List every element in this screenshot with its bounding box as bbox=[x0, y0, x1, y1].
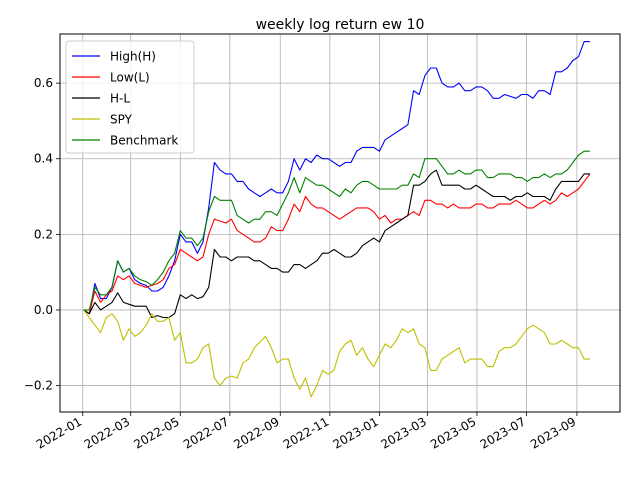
legend-box bbox=[65, 40, 195, 154]
y-tick-label: 0.0 bbox=[34, 303, 53, 317]
y-tick-label: 0.6 bbox=[34, 76, 53, 90]
legend-label: Benchmark bbox=[110, 134, 178, 148]
y-tick-label: 0.2 bbox=[34, 227, 53, 241]
series-line-benchmark bbox=[83, 150, 590, 311]
legend-label: H-L bbox=[110, 92, 130, 106]
chart-title: weekly log return ew 10 bbox=[256, 17, 425, 33]
y-axis: −0.2 0.0 0.2 0.4 0.6 bbox=[24, 76, 60, 393]
series-line-high-h bbox=[83, 41, 590, 315]
plot-frame bbox=[59, 33, 621, 413]
legend: High(H) Low(L) H-L SPY Benchmark bbox=[65, 40, 195, 154]
y-tick-label: 0.4 bbox=[34, 152, 53, 166]
legend-label: SPY bbox=[110, 113, 133, 127]
y-tick-label: −0.2 bbox=[24, 379, 53, 393]
series-layer bbox=[83, 41, 591, 398]
series-line-spy bbox=[83, 309, 590, 398]
series-line-low-l bbox=[83, 173, 591, 315]
legend-label: Low(L) bbox=[110, 71, 150, 85]
legend-label: High(H) bbox=[110, 50, 156, 64]
